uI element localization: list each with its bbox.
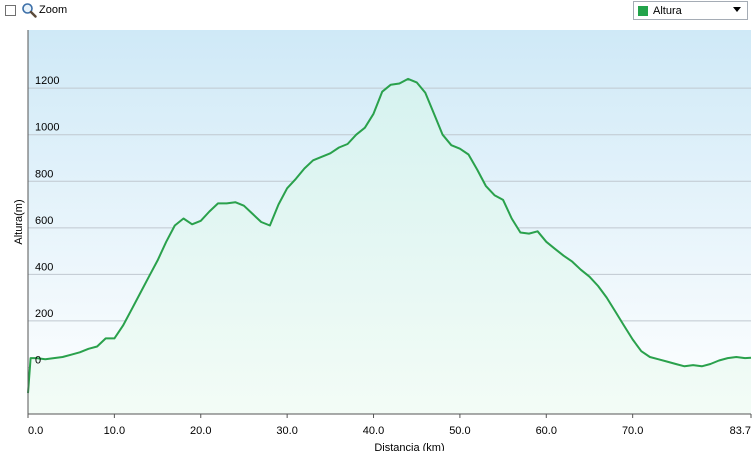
y-tick-label: 0: [35, 354, 41, 366]
elevation-area: [28, 78, 751, 415]
x-tick-label: 10.0: [104, 425, 125, 437]
x-tick-label: 50.0: [449, 425, 470, 437]
series-select-label: Altura: [653, 5, 682, 17]
x-tick-labels: 0.0 10.0 20.0 30.0 40.0 50.0 60.0 70.0 83.7: [27, 414, 752, 437]
toolbar: Zoom Altura: [0, 0, 753, 22]
x-tick-label: 83.7: [730, 425, 751, 437]
y-tick-label: 1000: [35, 122, 59, 134]
chevron-down-icon[interactable]: [733, 7, 741, 12]
y-tick-labels: 0 200 400 600 800 1000 1200: [35, 75, 59, 366]
y-tick-label: 200: [35, 308, 53, 320]
x-tick-label: 30.0: [276, 425, 297, 437]
zoom-checkbox[interactable]: [5, 5, 16, 16]
x-tick-label: 40.0: [363, 425, 384, 437]
x-tick-label: 20.0: [190, 425, 211, 437]
y-tick-label: 1200: [35, 75, 59, 87]
y-axis-title: Altura(m): [13, 199, 25, 244]
series-select[interactable]: Altura: [633, 1, 748, 20]
y-tick-label: 800: [35, 168, 53, 180]
x-tick-label: 70.0: [622, 425, 643, 437]
x-tick-label: 60.0: [536, 425, 557, 437]
x-tick-label: 0.0: [28, 425, 43, 437]
y-tick-label: 600: [35, 215, 53, 227]
magnifier-icon: [22, 3, 37, 18]
elevation-line: [27, 77, 752, 394]
y-tick-label: 400: [35, 261, 53, 273]
zoom-label: Zoom: [39, 4, 68, 16]
x-axis-title: Distancia (km): [374, 442, 444, 451]
series-color-swatch: [638, 6, 648, 16]
